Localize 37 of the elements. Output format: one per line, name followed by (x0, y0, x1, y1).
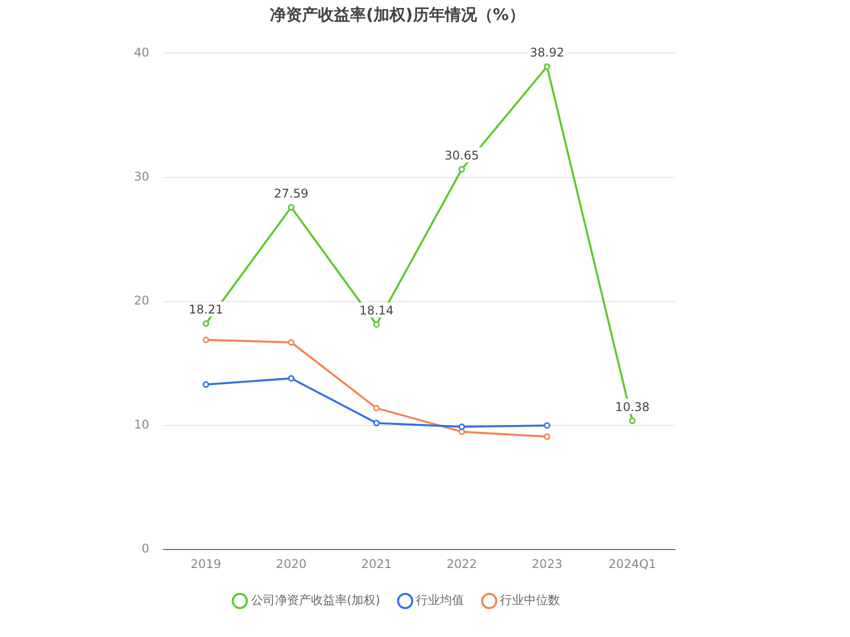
point (544, 433, 550, 440)
point (458, 166, 466, 172)
y-tick-label: 30 (134, 169, 150, 184)
point (288, 375, 294, 382)
legend-label: 行业中位数 (500, 593, 560, 608)
x-tick-label: 2022 (446, 556, 478, 571)
data-label: 30.65 (444, 148, 479, 162)
point (202, 320, 210, 327)
point (544, 422, 550, 429)
point (288, 339, 294, 346)
chart-title: 净资产收益率(加权)历年情况（%） (270, 4, 525, 24)
data-label: 27.59 (274, 186, 308, 200)
data-label: 38.92 (530, 46, 564, 60)
data-label: 18.21 (188, 302, 224, 317)
legend-label: 行业均值 (416, 593, 464, 608)
x-tick-label: 2023 (532, 556, 562, 571)
point (373, 321, 380, 328)
y-tick-label: 20 (134, 294, 150, 308)
point (202, 336, 210, 344)
data-label: 10.38 (615, 400, 650, 414)
point (544, 63, 550, 70)
y-tick-label: 40 (134, 45, 150, 60)
point (458, 423, 466, 430)
y-tick-label: 10 (134, 418, 150, 432)
y-tick-label: 0 (142, 542, 150, 556)
x-tick-label: 2019 (190, 556, 222, 571)
point (629, 418, 636, 424)
x-tick-label: 2020 (276, 556, 306, 571)
point (458, 428, 466, 435)
x-tick-label: 2021 (361, 556, 392, 571)
point (202, 381, 210, 388)
data-label: 18.14 (359, 304, 394, 318)
x-tick-label: 2024Q1 (608, 556, 656, 571)
point (288, 204, 294, 210)
point (373, 420, 380, 426)
point (373, 404, 380, 412)
legend-label: 公司净资产收益率(加权) (250, 593, 380, 608)
